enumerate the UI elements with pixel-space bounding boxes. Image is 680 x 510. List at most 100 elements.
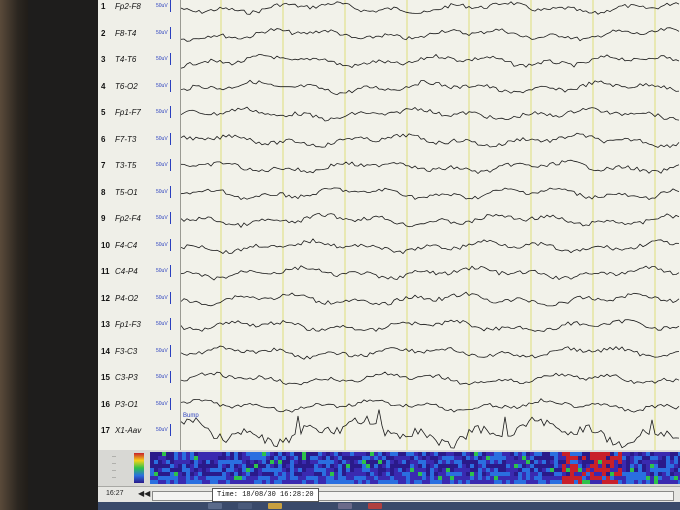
spectrogram-cell bbox=[382, 472, 386, 476]
spectrogram-cell bbox=[430, 456, 434, 460]
spectrogram-cell bbox=[506, 460, 510, 464]
spectrogram-cell bbox=[606, 456, 610, 460]
channel-row[interactable]: 13 Fp1-F3 50uV bbox=[98, 318, 180, 334]
spectrogram-cell bbox=[378, 456, 382, 460]
spectrogram-cell bbox=[350, 456, 354, 460]
taskbar-app-icon[interactable] bbox=[208, 503, 222, 509]
eeg-trace bbox=[181, 291, 680, 307]
channel-row[interactable]: 4 T6-O2 50uV bbox=[98, 79, 180, 96]
channel-row[interactable]: 7 T3-T5 50uV bbox=[98, 159, 180, 175]
spectrogram-cell bbox=[498, 456, 502, 460]
channel-row[interactable]: 14 F3-C3 50uV bbox=[98, 344, 180, 361]
spectrogram-cell bbox=[370, 472, 374, 476]
spectrogram-cell bbox=[670, 476, 674, 480]
spectrogram-cell bbox=[242, 452, 246, 456]
spectrogram-cell bbox=[370, 460, 374, 464]
spectrogram-cell bbox=[394, 452, 398, 456]
spectrogram-cell bbox=[242, 476, 246, 480]
spectrogram-cell bbox=[654, 480, 658, 484]
channel-row[interactable]: 8 T5-O1 50uV bbox=[98, 185, 180, 202]
spectrogram-cell bbox=[474, 468, 478, 472]
spectrogram-cell bbox=[618, 456, 622, 460]
channel-row[interactable]: 17 X1-Aav 50uV bbox=[98, 424, 180, 440]
taskbar-app-icon[interactable] bbox=[238, 503, 252, 509]
spectrogram-cell bbox=[310, 460, 314, 464]
spectrogram-cell bbox=[530, 480, 534, 484]
spectrogram-cell bbox=[262, 472, 266, 476]
channel-row[interactable]: 9 Fp2-F4 50uV bbox=[98, 212, 180, 228]
spectrogram-cell bbox=[554, 464, 558, 468]
channel-row[interactable]: 2 F8-T4 50uV bbox=[98, 26, 180, 43]
spectrogram-cell bbox=[198, 452, 202, 456]
spectrogram-cell bbox=[182, 480, 186, 484]
spectrogram-cell bbox=[150, 480, 154, 484]
spectrogram-cell bbox=[446, 452, 450, 456]
spectrogram-cell bbox=[274, 468, 278, 472]
channel-row[interactable]: 1 Fp2-F8 50uV bbox=[98, 0, 180, 16]
spectrogram-cell bbox=[450, 456, 454, 460]
spectrogram-cell bbox=[346, 480, 350, 484]
rewind-button[interactable]: ◀◀ bbox=[138, 489, 151, 498]
spectrogram-band[interactable] bbox=[150, 452, 680, 484]
spectrogram-cell bbox=[406, 472, 410, 476]
taskbar-folder-icon[interactable] bbox=[268, 503, 282, 509]
spectrogram-cell bbox=[390, 472, 394, 476]
spectrogram-cell bbox=[282, 456, 286, 460]
taskbar-app-icon[interactable] bbox=[338, 503, 352, 509]
spectrogram-cell bbox=[434, 460, 438, 464]
spectrogram-cell bbox=[502, 480, 506, 484]
spectrogram-cell bbox=[194, 464, 198, 468]
taskbar-app-icon[interactable] bbox=[368, 503, 382, 509]
spectrogram-cell bbox=[318, 464, 322, 468]
channel-row[interactable]: 12 P4-O2 50uV bbox=[98, 291, 180, 308]
spectrogram-cell bbox=[602, 460, 606, 464]
spectrogram-cell bbox=[490, 468, 494, 472]
spectrogram-cell bbox=[446, 468, 450, 472]
spectrogram-cell bbox=[282, 452, 286, 456]
channel-row[interactable]: 16 P3-O1 50uV bbox=[98, 397, 180, 414]
spectrogram-cell bbox=[198, 460, 202, 464]
spectrogram-cell bbox=[270, 464, 274, 468]
spectrogram-cell bbox=[490, 476, 494, 480]
spectrogram-cell bbox=[434, 464, 438, 468]
spectrogram-cell bbox=[534, 480, 538, 484]
spectrogram-cell bbox=[278, 480, 282, 484]
channel-row[interactable]: 5 Fp1-F7 50uV bbox=[98, 106, 180, 122]
spectrogram-cell bbox=[606, 464, 610, 468]
channel-row[interactable]: 10 F4-C4 50uV bbox=[98, 238, 180, 255]
spectrogram-cell bbox=[190, 456, 194, 460]
spectrogram-cell bbox=[650, 480, 654, 484]
timeline-scrollbar[interactable] bbox=[152, 491, 674, 501]
spectrogram-cell bbox=[558, 468, 562, 472]
channel-row[interactable]: 15 C3-P3 50uV bbox=[98, 371, 180, 387]
spectrogram-cell bbox=[514, 472, 518, 476]
spectrogram-cell bbox=[302, 472, 306, 476]
spectrogram-cell bbox=[562, 464, 566, 468]
spectrogram-cell bbox=[166, 464, 170, 468]
spectrogram-cell bbox=[390, 452, 394, 456]
spectrogram-cell bbox=[266, 464, 270, 468]
spectrogram-cell bbox=[410, 464, 414, 468]
spectrogram-cell bbox=[294, 480, 298, 484]
spectrogram-cell bbox=[414, 456, 418, 460]
spectrogram-cell bbox=[186, 476, 190, 480]
channel-row[interactable]: 6 F7-T3 50uV bbox=[98, 132, 180, 149]
spectrogram-cell bbox=[278, 460, 282, 464]
channel-row[interactable]: 11 C4-P4 50uV bbox=[98, 265, 180, 281]
spectrogram-cell bbox=[270, 468, 274, 472]
spectrogram-cell bbox=[642, 476, 646, 480]
spectrogram-cell bbox=[462, 456, 466, 460]
spectrogram-cell bbox=[494, 452, 498, 456]
spectrogram-cell bbox=[170, 480, 174, 484]
spectrogram-cell bbox=[534, 456, 538, 460]
spectrogram-cell bbox=[502, 468, 506, 472]
spectrogram-cell bbox=[302, 464, 306, 468]
spectrogram-color-scale bbox=[134, 453, 144, 483]
spectrogram-cell bbox=[498, 460, 502, 464]
spectrogram-cell bbox=[286, 472, 290, 476]
channel-row[interactable]: 3 T4-T6 50uV bbox=[98, 53, 180, 69]
eeg-trace-area[interactable] bbox=[181, 0, 680, 450]
spectrogram-cell bbox=[458, 472, 462, 476]
spectrogram-cell bbox=[558, 476, 562, 480]
spectrogram-cell bbox=[474, 456, 478, 460]
